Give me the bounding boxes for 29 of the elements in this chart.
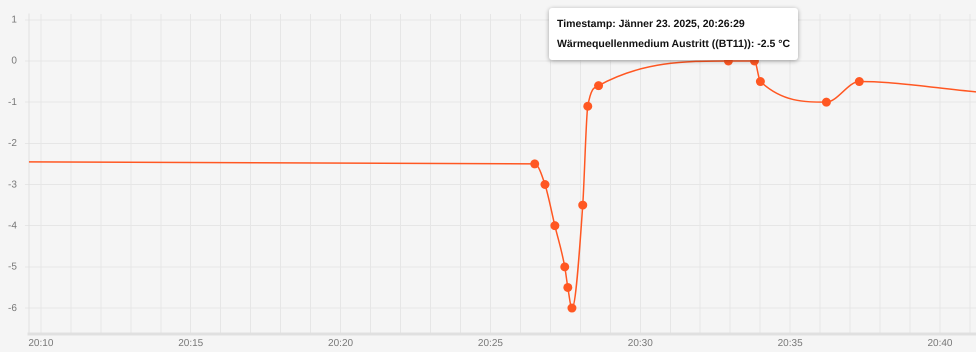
y-tick-label: 1 — [11, 14, 18, 26]
x-tick-label: 20:20 — [328, 338, 354, 349]
x-tick-label: 20:30 — [628, 338, 654, 349]
point — [550, 221, 560, 230]
y-tick-label: -6 — [8, 302, 18, 314]
x-tick-label: 20:10 — [28, 338, 54, 349]
y-tick-label: -1 — [8, 96, 18, 108]
point — [854, 77, 864, 86]
x-tick-label: 20:25 — [478, 338, 504, 349]
point — [583, 102, 592, 111]
point — [560, 262, 570, 272]
point — [756, 77, 765, 86]
point — [540, 180, 550, 189]
y-tick-label: -3 — [8, 179, 18, 190]
y-tick-label: -2 — [8, 138, 18, 150]
point — [578, 200, 588, 210]
x-tick-label: 20:35 — [778, 338, 804, 349]
y-tick-label: -5 — [8, 262, 18, 273]
annotation: Timestamp: Jänner 23. 2025, 20:26:29 — [557, 17, 746, 32]
point — [594, 81, 604, 90]
x-tick-label: 20:40 — [927, 338, 953, 349]
point — [567, 304, 576, 313]
point — [822, 98, 831, 107]
annotation: Wärmequellenmedium Austritt ((BT11)): -2.5 °C — [557, 37, 790, 52]
point — [563, 282, 572, 292]
y-tick-label: 0 — [11, 56, 18, 67]
point — [530, 159, 540, 168]
x-tick-label: 20:15 — [178, 338, 204, 349]
y-tick-label: -4 — [8, 220, 18, 232]
